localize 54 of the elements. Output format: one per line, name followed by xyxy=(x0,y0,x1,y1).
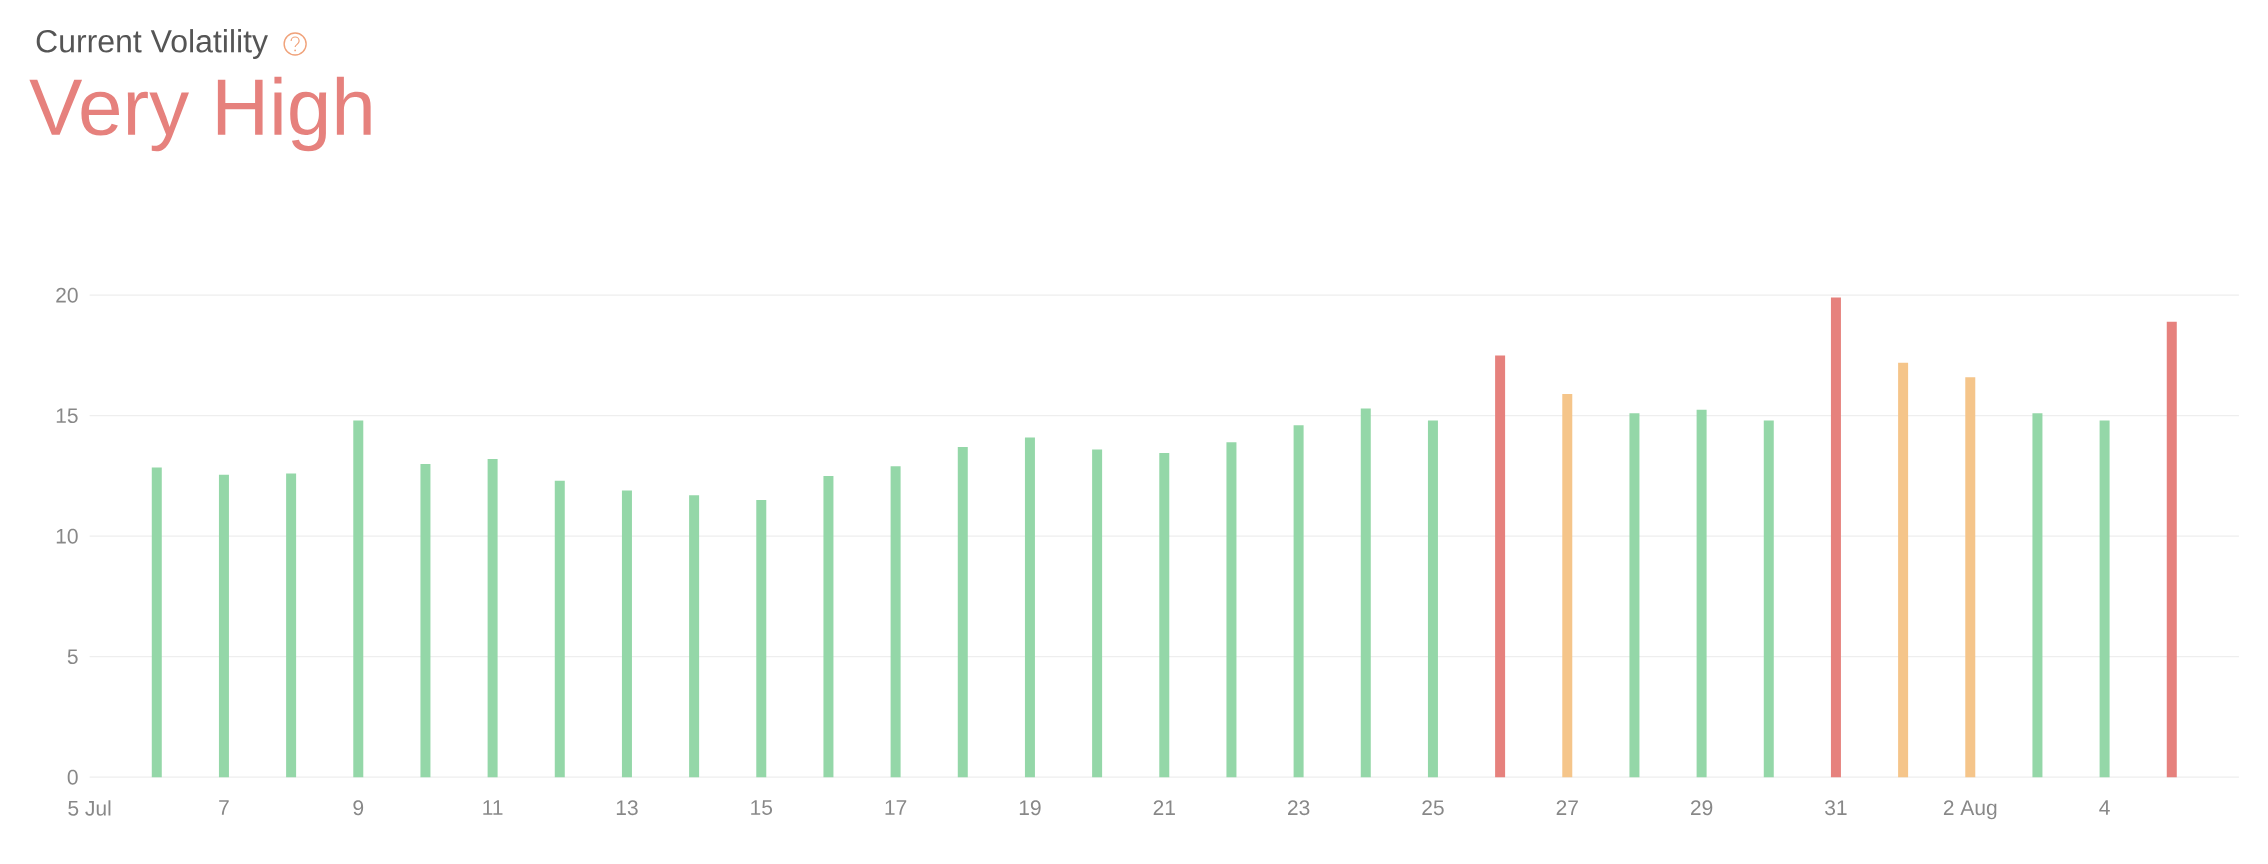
bar xyxy=(1898,362,1909,778)
x-tick-label: 21 xyxy=(1153,800,1175,815)
bar xyxy=(2032,413,2043,778)
bar xyxy=(1092,449,1103,778)
x-tick-label: 23 xyxy=(1288,800,1310,816)
bar xyxy=(1024,437,1035,778)
x-tick-label: 15 xyxy=(751,800,773,815)
bar xyxy=(1226,442,1237,778)
bar xyxy=(1629,413,1640,778)
y-tick-label: 15 xyxy=(56,408,78,424)
x-tick-label: 9 xyxy=(353,800,364,816)
bar xyxy=(1427,420,1438,778)
bar xyxy=(1830,297,1841,778)
x-tick-label: 19 xyxy=(1019,800,1041,816)
bar xyxy=(420,463,431,778)
y-tick-label: 5 xyxy=(67,649,78,665)
bar xyxy=(353,420,364,778)
bar xyxy=(286,473,297,778)
bar xyxy=(756,500,767,778)
bar xyxy=(957,447,968,778)
chart-subtitle: Very High xyxy=(29,76,371,152)
bar xyxy=(1293,425,1304,778)
bar xyxy=(1763,420,1774,778)
bar xyxy=(2166,321,2177,778)
bar xyxy=(554,480,565,778)
y-tick-label: 10 xyxy=(56,528,78,544)
x-tick-label: 29 xyxy=(1690,800,1713,816)
x-tick-label: 11 xyxy=(483,800,503,815)
bar xyxy=(1965,377,1976,778)
x-tick-label: 5 Jul xyxy=(68,800,111,816)
x-tick-label: 2 Aug xyxy=(1943,800,1997,820)
x-tick-label: 4 xyxy=(2099,800,2110,815)
x-tick-label: 17 xyxy=(885,800,907,815)
x-tick-label: 27 xyxy=(1556,800,1578,815)
x-tick-label: 7 xyxy=(219,800,229,815)
y-tick-label: 0 xyxy=(67,769,78,785)
x-tick-label: 13 xyxy=(616,800,638,816)
bar xyxy=(151,467,162,778)
bar xyxy=(487,459,498,778)
bar xyxy=(1495,355,1506,778)
bar xyxy=(1696,409,1707,778)
bar xyxy=(689,495,700,778)
bar xyxy=(2099,420,2110,778)
bar xyxy=(1159,453,1170,778)
bar xyxy=(1360,408,1371,778)
bar xyxy=(621,490,632,778)
y-tick-label: 20 xyxy=(56,287,78,303)
x-tick-label: 25 xyxy=(1422,800,1444,816)
chart-title: Current Volatility xyxy=(36,29,268,59)
bar xyxy=(890,466,901,778)
x-tick-label: 31 xyxy=(1825,800,1847,816)
bar xyxy=(218,474,229,778)
bar xyxy=(823,475,834,778)
bar xyxy=(1562,394,1573,778)
